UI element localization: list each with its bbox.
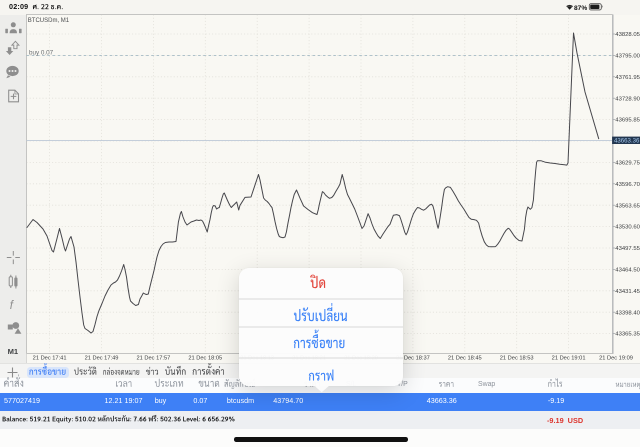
svg-text:43431.45: 43431.45 [615, 289, 640, 295]
svg-text:43629.75: 43629.75 [615, 161, 640, 167]
svg-text:43530.60: 43530.60 [615, 225, 640, 231]
svg-text:43398.40: 43398.40 [615, 310, 640, 316]
svg-text:43695.85: 43695.85 [615, 118, 640, 124]
svg-text:21 Dec 19:09: 21 Dec 19:09 [599, 356, 633, 362]
svg-text:43728.90: 43728.90 [615, 96, 640, 102]
svg-text:43497.55: 43497.55 [615, 246, 640, 252]
svg-text:43828.05: 43828.05 [615, 32, 640, 38]
svg-text:buy 0.07: buy 0.07 [29, 49, 54, 56]
svg-text:21 Dec 19:01: 21 Dec 19:01 [552, 356, 586, 362]
svg-text:21 Dec 18:05: 21 Dec 18:05 [188, 356, 222, 362]
svg-text:21 Dec 18:37: 21 Dec 18:37 [396, 356, 430, 362]
svg-text:43464.50: 43464.50 [615, 268, 640, 274]
svg-text:43761.95: 43761.95 [615, 75, 640, 81]
svg-text:43663.36: 43663.36 [614, 137, 640, 144]
svg-text:43795.00: 43795.00 [615, 54, 640, 60]
svg-text:21 Dec 17:57: 21 Dec 17:57 [136, 356, 170, 362]
svg-text:f: f [10, 299, 15, 311]
svg-text:43596.70: 43596.70 [615, 182, 640, 188]
svg-text:21 Dec 17:41: 21 Dec 17:41 [33, 356, 67, 362]
svg-text:87%: 87% [574, 5, 587, 12]
svg-text:43365.35: 43365.35 [615, 332, 640, 338]
svg-text:M1: M1 [8, 347, 19, 356]
svg-text:21 Dec 17:49: 21 Dec 17:49 [85, 356, 119, 362]
svg-text:21 Dec 18:53: 21 Dec 18:53 [500, 356, 534, 362]
svg-text:21 Dec 18:45: 21 Dec 18:45 [448, 356, 482, 362]
svg-text:BTCUSDm, M1: BTCUSDm, M1 [28, 18, 70, 24]
svg-text:43563.65: 43563.65 [615, 203, 640, 209]
